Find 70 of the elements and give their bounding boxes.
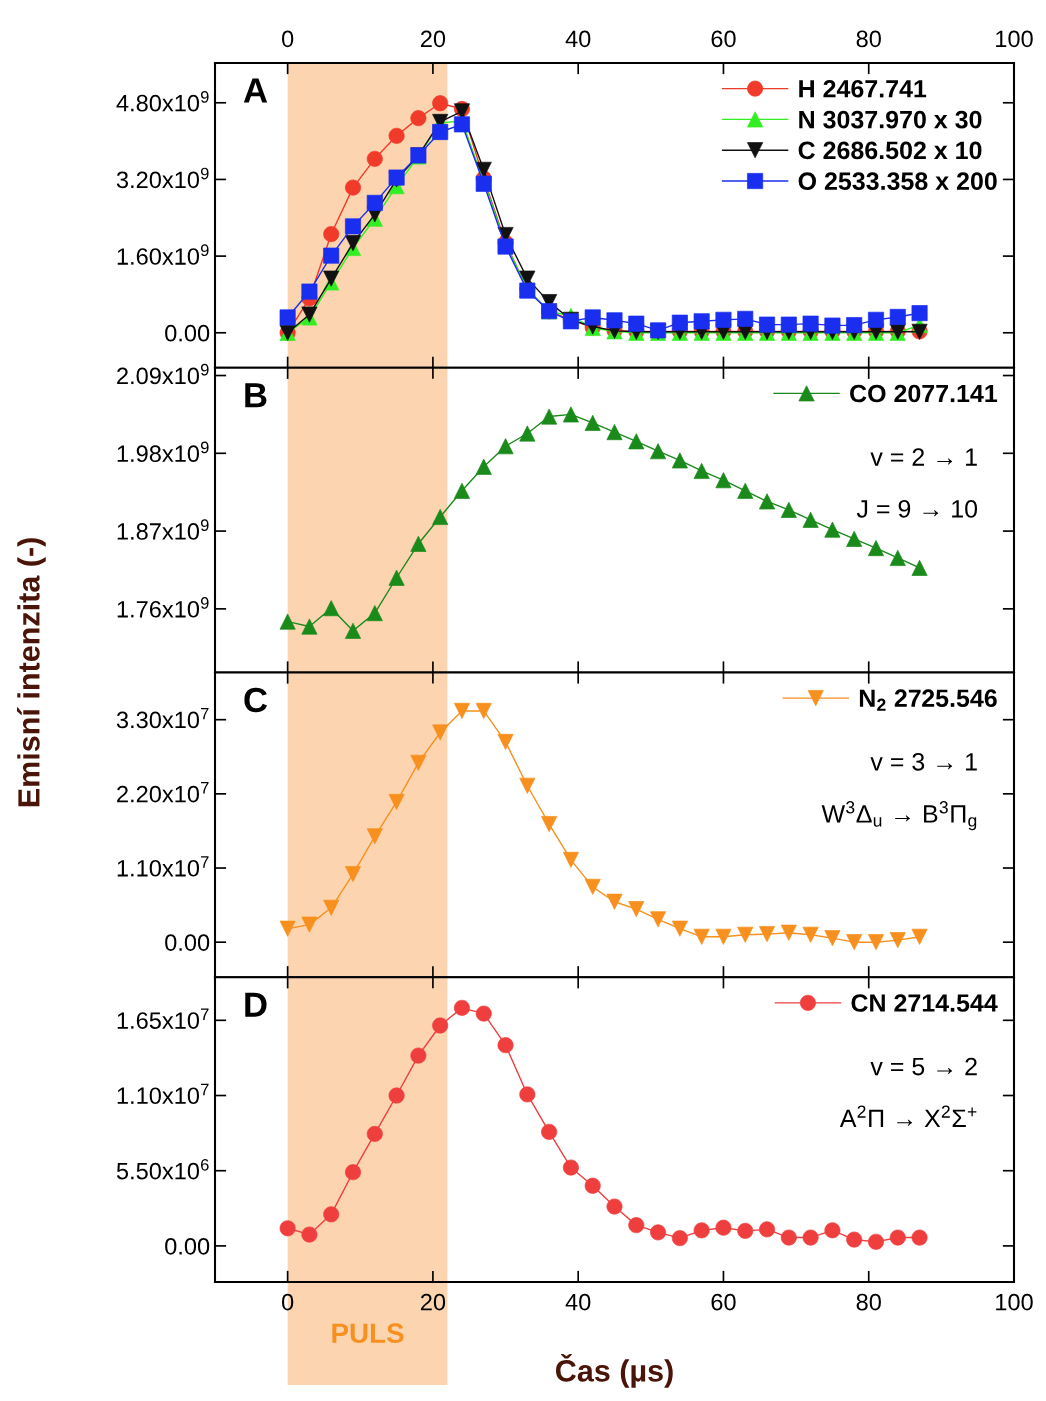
legend-label: C 2686.502 x 10 bbox=[798, 141, 982, 160]
y-tick-label: 1.98x10$^{9}$ bbox=[117, 441, 209, 463]
point bbox=[824, 1222, 841, 1239]
y-tick-label: 0.00 bbox=[165, 1237, 210, 1255]
point bbox=[737, 310, 754, 327]
x2-tick-label: 20 bbox=[420, 30, 446, 48]
point bbox=[715, 928, 732, 945]
y-tick-label: 0.00 bbox=[165, 324, 210, 342]
chart-title: B bbox=[245, 383, 267, 408]
y-tick-label: 1.65x10$^{7}$ bbox=[117, 1008, 209, 1029]
y-tick-label: 2.20x10$^{7}$ bbox=[117, 782, 209, 803]
y-axis-title: Emisní intenzita (-) bbox=[17, 538, 46, 807]
legend-label: H 2467.741 bbox=[799, 79, 927, 98]
annotation: W$^{3}$Δ$_{u}$ → B$^{3}$Π$_{g}$ bbox=[821, 801, 977, 831]
legend-label: CO 2077.141 bbox=[850, 384, 998, 403]
point bbox=[737, 926, 754, 943]
point bbox=[584, 414, 601, 431]
y-tick-label: 1.87x10$^{9}$ bbox=[117, 519, 209, 540]
annotation: J = 9 → 10 bbox=[856, 499, 978, 518]
point bbox=[606, 424, 623, 441]
point bbox=[693, 1222, 710, 1239]
y-tick-label: 5.50x10$^{6}$ bbox=[116, 1158, 209, 1180]
y-tick-label: 3.20x10$^{9}$ bbox=[116, 167, 209, 189]
point bbox=[497, 733, 514, 750]
x-tick-label: 20 bbox=[420, 1293, 446, 1311]
point bbox=[911, 305, 928, 322]
legend-label: O 2533.358 x 200 bbox=[798, 172, 997, 191]
point bbox=[584, 1177, 601, 1194]
y-tick-label: 1.10x10$^{7}$ bbox=[117, 1083, 209, 1105]
band-label: PULS bbox=[332, 1323, 404, 1344]
annotation: v = 5 → 2 bbox=[870, 1057, 977, 1076]
x-tick-label: 60 bbox=[711, 1293, 736, 1311]
point bbox=[889, 549, 906, 566]
point bbox=[388, 1087, 405, 1104]
legend-label: N 3037.970 x 30 bbox=[799, 110, 982, 129]
legend-label: CN 2714.544 bbox=[851, 994, 998, 1012]
point bbox=[628, 433, 645, 450]
y-tick-label: 0.00 bbox=[165, 934, 210, 951]
chart-title: D bbox=[245, 992, 267, 1017]
x2-tick-label: 60 bbox=[711, 30, 736, 48]
annotation: A$^{2}$Π → X$^{2}$Σ$^{+}$ bbox=[839, 1105, 977, 1127]
x2-tick-label: 40 bbox=[565, 30, 591, 48]
y-tick-label: 1.10x10$^{7}$ bbox=[117, 856, 209, 877]
y-tick-label: 3.30x10$^{7}$ bbox=[116, 707, 209, 729]
point bbox=[323, 270, 340, 287]
x-tick-label: 100 bbox=[996, 1293, 1033, 1311]
chart-title: C bbox=[244, 687, 268, 713]
y-tick-label: 1.60x10$^{9}$ bbox=[117, 244, 209, 265]
point bbox=[410, 110, 427, 127]
y-tick-label: 2.09x10$^{9}$ bbox=[117, 363, 209, 385]
x-tick-label: 80 bbox=[856, 1293, 881, 1311]
x-axis-title: Čas (µs) bbox=[556, 1354, 673, 1388]
x-tick-label: 0 bbox=[281, 1293, 294, 1311]
y-tick-label: 1.76x10$^{9}$ bbox=[117, 597, 209, 618]
annotation: v = 2 → 1 bbox=[870, 448, 977, 466]
chart-title: A bbox=[243, 78, 268, 103]
x2-tick-label: 0 bbox=[281, 30, 294, 48]
point bbox=[453, 702, 470, 719]
point bbox=[432, 508, 449, 525]
point bbox=[366, 605, 383, 622]
legend-label: N$_{2}$ 2725.546 bbox=[859, 689, 997, 711]
annotation: v = 3 → 1 bbox=[870, 752, 977, 771]
y-tick-label: 4.80x10$^{9}$ bbox=[116, 91, 209, 112]
x-tick-label: 40 bbox=[565, 1293, 591, 1311]
point bbox=[868, 311, 884, 328]
x2-tick-label: 100 bbox=[996, 30, 1033, 48]
point bbox=[388, 793, 405, 810]
point bbox=[519, 777, 536, 794]
point bbox=[846, 317, 863, 334]
x2-tick-label: 80 bbox=[856, 30, 881, 48]
